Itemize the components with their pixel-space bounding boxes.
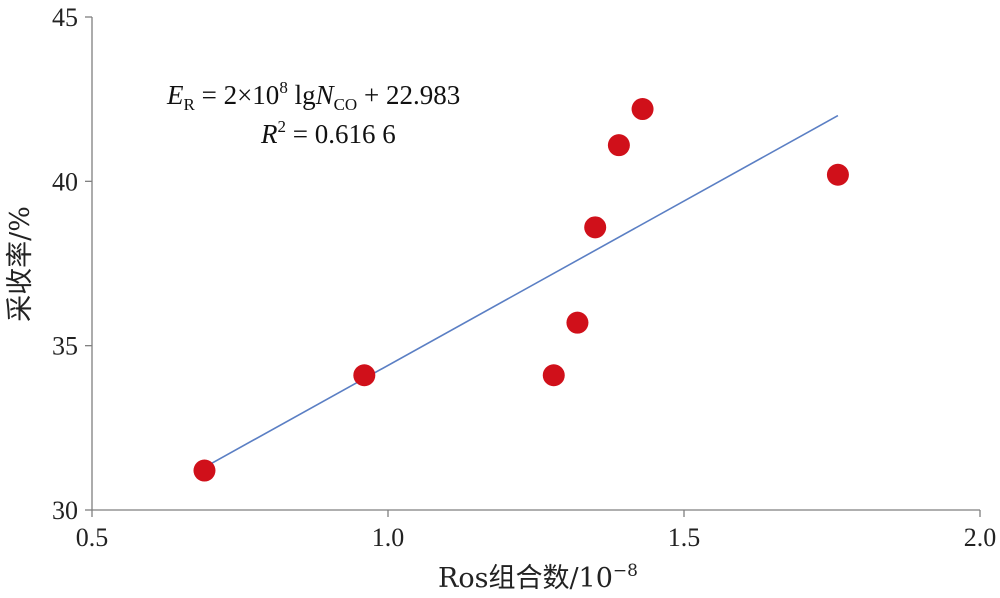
equation-part-c: + 22.983 (357, 80, 460, 110)
data-point (826, 163, 849, 186)
x-axis-label-exponent: −8 (613, 561, 638, 581)
y-tick-label: 30 (52, 496, 78, 525)
data-point (193, 459, 216, 482)
y-tick-label: 40 (52, 167, 78, 196)
data-point (566, 311, 589, 334)
x-tick-label: 1.5 (668, 523, 701, 552)
data-point (353, 364, 376, 387)
y-axis-label: 采收率/% (5, 206, 36, 322)
equation-lhs-var: E (166, 80, 184, 110)
axes: 0.5 1.0 1.5 2.0 30 35 40 45 (52, 3, 996, 552)
r2-sup: 2 (278, 117, 287, 136)
data-point (542, 364, 565, 387)
equation-var: N (315, 80, 336, 110)
y-tick-label: 45 (52, 3, 78, 32)
x-tick-label: 1.0 (372, 523, 405, 552)
equation-part-a: = 2×10 (195, 80, 279, 110)
data-point (607, 134, 630, 157)
equation: ER = 2×108 lgNCO + 22.983 (166, 78, 460, 114)
y-tick-label: 35 (52, 332, 78, 361)
equation-sup: 8 (279, 78, 288, 97)
trendline (204, 114, 839, 468)
data-point (631, 98, 654, 121)
x-axis-label: Ros组合数/10−8 (438, 561, 638, 594)
r2-value: = 0.616 6 (286, 119, 396, 149)
data-point (584, 216, 607, 239)
points-layer (193, 98, 849, 482)
r-squared: R2 = 0.616 6 (260, 117, 396, 149)
equation-part-b: lg (288, 80, 316, 110)
x-tick-label: 2.0 (964, 523, 997, 552)
equation-sub: CO (334, 95, 358, 114)
x-tick-label: 0.5 (76, 523, 109, 552)
trendline-layer (204, 114, 839, 468)
equation-lhs-sub: R (184, 95, 196, 114)
x-axis-label-text: Ros组合数/10 (438, 563, 613, 594)
r2-var: R (260, 119, 278, 149)
